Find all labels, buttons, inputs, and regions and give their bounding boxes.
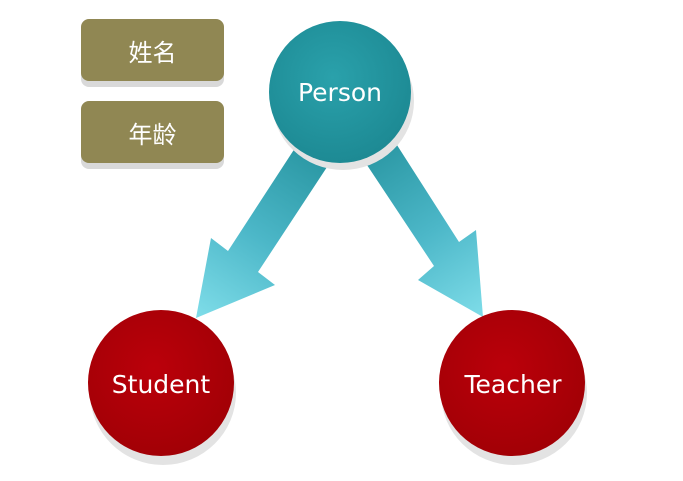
attribute-age-label: 年龄: [128, 120, 177, 149]
student-label: Student: [111, 369, 211, 399]
arrow-to-student: [196, 145, 329, 318]
person-node: [269, 21, 411, 163]
person-label: Person: [297, 77, 382, 107]
student-node: [88, 310, 234, 456]
attribute-name-label: 姓名: [128, 38, 177, 67]
attribute-age-box: 年龄: [81, 101, 224, 163]
arrow-to-teacher: [357, 131, 483, 317]
teacher-label: Teacher: [464, 369, 562, 399]
attribute-name-box: 姓名: [81, 19, 224, 81]
teacher-node: [439, 310, 585, 456]
